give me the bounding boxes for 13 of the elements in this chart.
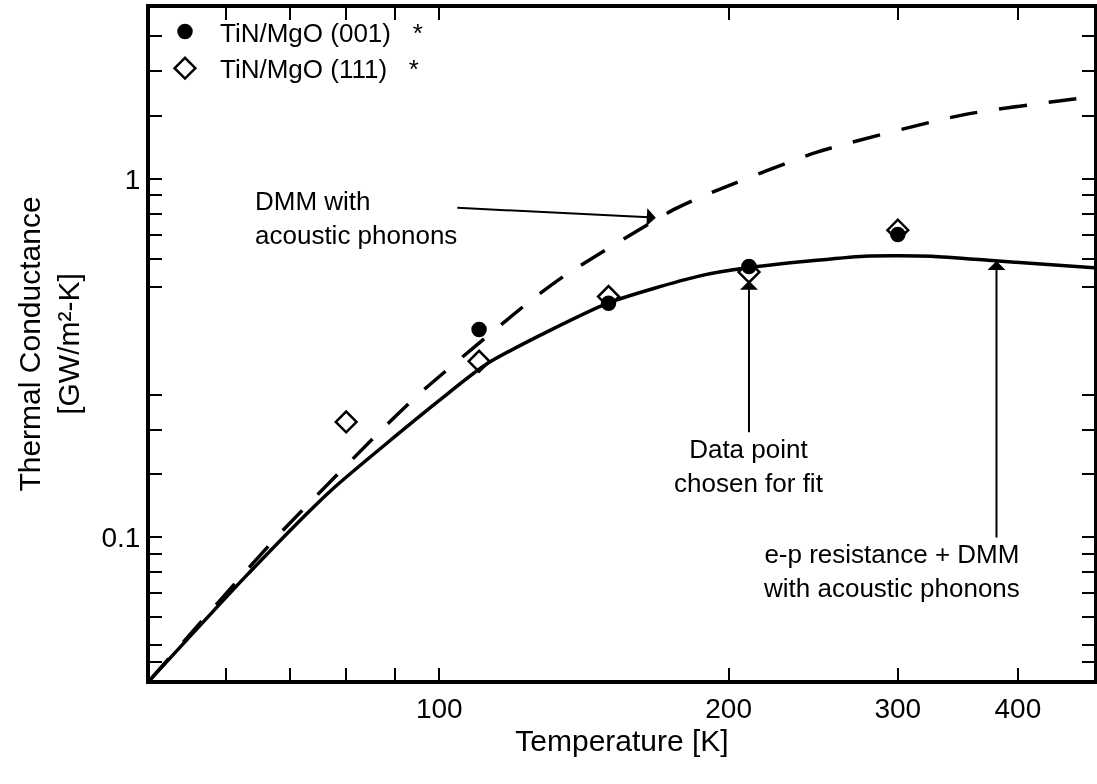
x-tick-label: 200	[705, 692, 752, 724]
annotation: e-p resistance + DMM with acoustic phonons	[763, 539, 1020, 603]
x-tick-label: 300	[874, 692, 922, 724]
y-tick-label: 1	[124, 163, 141, 195]
annotation: DMM with acoustic phonons	[255, 186, 458, 250]
x-tick-label: 100	[415, 692, 463, 724]
x-axis-title: Temperature [K]	[515, 723, 729, 757]
annotation: Data point chosen for fit	[674, 434, 824, 498]
legend-label: TiN/MgO (001) *	[220, 17, 423, 48]
y-tick-label: 0.1	[101, 522, 141, 554]
y-axis-title: Thermal Conductance [GW/m²-K]	[12, 196, 85, 492]
legend-label: TiN/MgO (111) *	[220, 54, 419, 85]
x-tick-label: 400	[994, 692, 1042, 724]
